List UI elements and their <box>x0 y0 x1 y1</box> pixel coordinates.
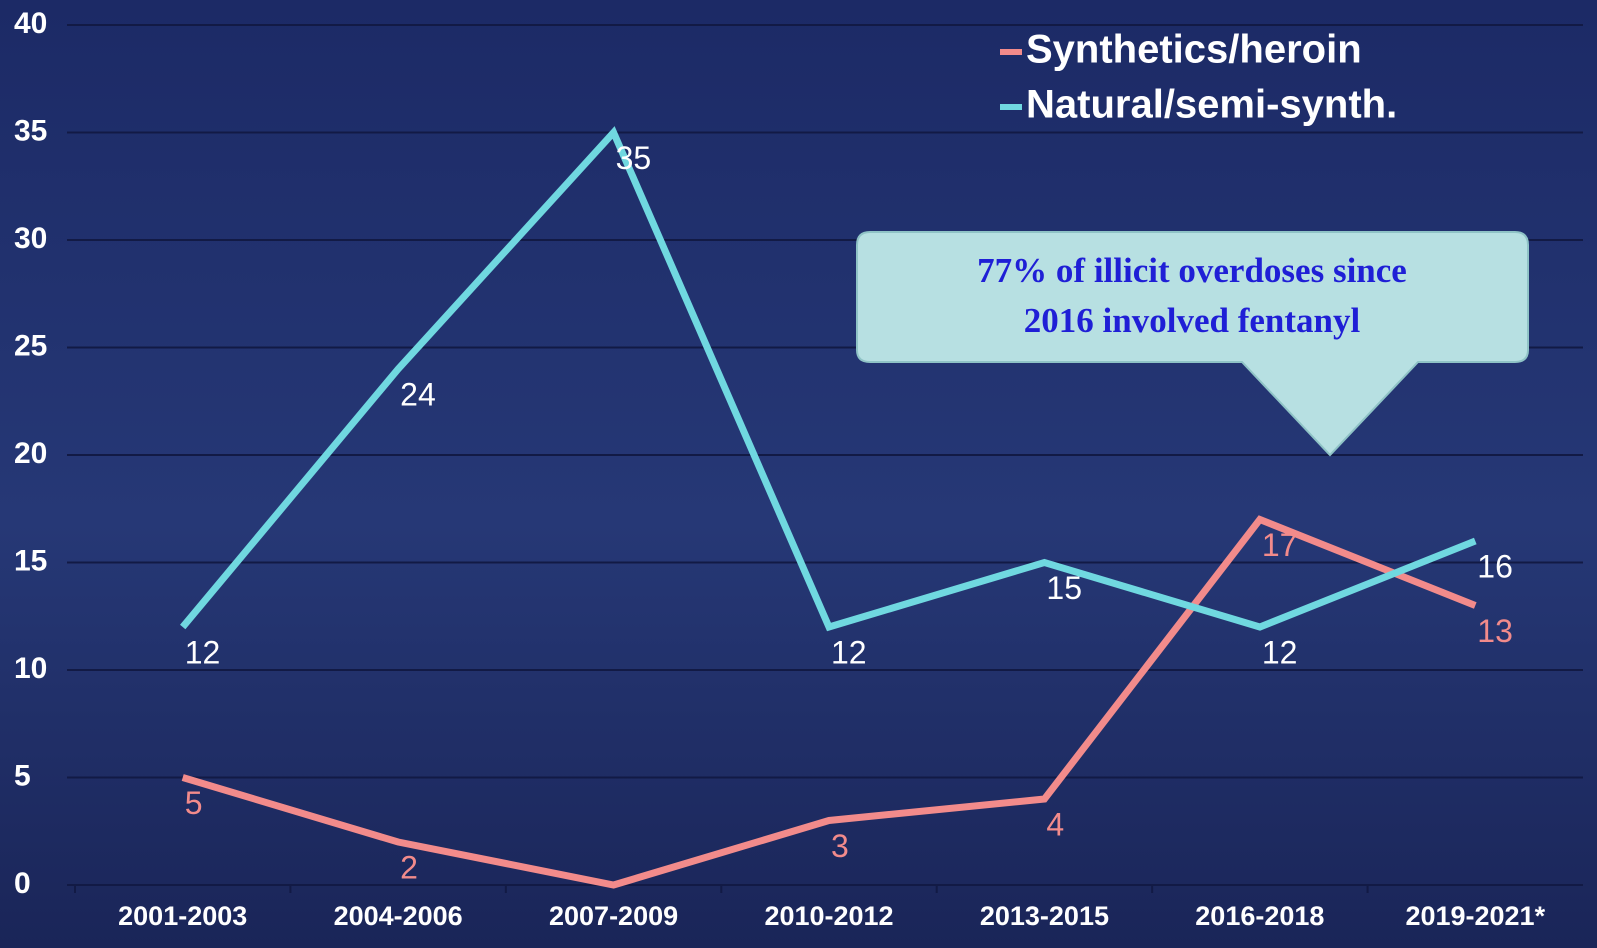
callout <box>856 231 1529 457</box>
data-label: 16 <box>1477 548 1513 584</box>
legend-label: Synthetics/heroin <box>1026 28 1362 72</box>
y-tick-label: 10 <box>14 652 47 685</box>
legend-swatch <box>1000 49 1022 55</box>
data-label: 15 <box>1046 570 1082 606</box>
x-tick-label: 2007-2009 <box>549 901 678 931</box>
x-tick-label: 2019-2021* <box>1405 901 1545 931</box>
plot: 5 2 3 4 17 13 12 24 35 12 15 12 16 <box>180 126 1513 889</box>
y-tick-label: 25 <box>14 329 47 362</box>
data-label: 5 <box>185 785 203 821</box>
data-label: 3 <box>831 828 849 864</box>
data-label: 13 <box>1477 613 1513 649</box>
y-tick-label: 20 <box>14 437 47 470</box>
callout-text: 2016 involved fentanyl <box>1024 301 1361 340</box>
data-label: 12 <box>185 634 221 670</box>
y-tick-label: 15 <box>14 544 47 577</box>
data-label: 17 <box>1262 527 1298 563</box>
data-label: 2 <box>400 849 418 885</box>
callout-text: 77% of illicit overdoses since <box>977 251 1407 290</box>
legend: Synthetics/heroin Natural/semi-synth. <box>1000 28 1397 127</box>
x-tick-label: 2010-2012 <box>764 901 893 931</box>
x-tick-label: 2016-2018 <box>1195 901 1324 931</box>
series-line <box>181 515 1477 889</box>
y-tick-label: 40 <box>14 7 47 40</box>
y-tick-label: 35 <box>14 114 47 147</box>
series-line <box>180 126 1477 632</box>
legend-swatch <box>1000 104 1022 110</box>
data-label: 12 <box>1262 634 1298 670</box>
data-label: 24 <box>400 376 436 412</box>
data-label: 12 <box>831 634 867 670</box>
y-tick-label: 30 <box>14 222 47 255</box>
y-tick-label: 5 <box>14 759 31 792</box>
data-label: 4 <box>1046 806 1064 842</box>
x-tick-label: 2004-2006 <box>334 901 463 931</box>
y-tick-label: 0 <box>14 867 31 900</box>
data-label: 35 <box>616 140 652 176</box>
legend-label: Natural/semi-synth. <box>1026 83 1397 127</box>
x-tick-label: 2001-2003 <box>118 901 247 931</box>
x-tick-label: 2013-2015 <box>980 901 1109 931</box>
